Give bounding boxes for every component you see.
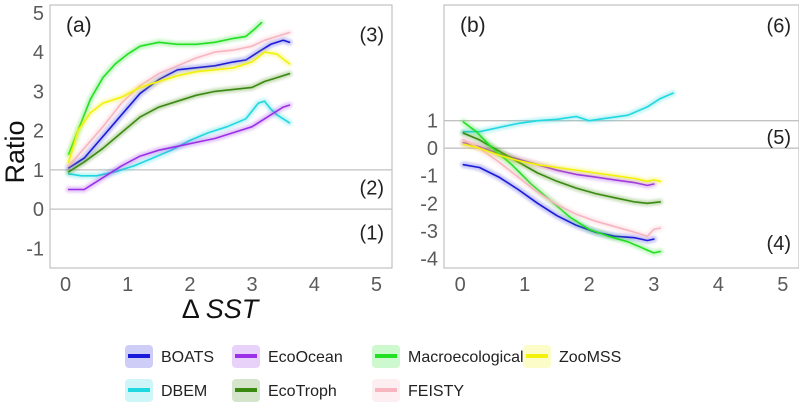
legend-item-zoomss: ZooMSS xyxy=(523,345,621,368)
x-tick-label: 5 xyxy=(371,274,382,296)
legend-item-feisty: FEISTY xyxy=(372,379,464,402)
x-tick-label: 4 xyxy=(713,274,724,296)
y-tick-label: 0 xyxy=(427,138,438,160)
panel-label: (b) xyxy=(460,14,486,37)
series-line-ecoocean xyxy=(67,104,291,191)
axis-labels: Ratio Δ SST xyxy=(0,120,261,324)
region-label: (6) xyxy=(767,16,791,38)
y-tick-label: 4 xyxy=(33,42,44,64)
x-tick-label: 4 xyxy=(309,274,320,296)
x-tick-label: 0 xyxy=(455,274,466,296)
region-label: (3) xyxy=(360,24,384,46)
series-line-boats xyxy=(462,163,655,242)
region-label: (1) xyxy=(360,223,384,245)
region-label: (2) xyxy=(360,178,384,200)
y-tick-label: -3 xyxy=(420,221,438,243)
series-line-ecotroph xyxy=(67,72,291,173)
x-tick-label: 5 xyxy=(777,274,788,296)
x-tick-label: 2 xyxy=(184,274,195,296)
region-label: (4) xyxy=(767,233,791,255)
x-axis-label: Δ SST xyxy=(182,294,261,324)
legend-item-ecotroph: EcoTroph xyxy=(232,379,337,402)
y-tick-label: -1 xyxy=(26,238,44,260)
legend-item-boats: BOATS xyxy=(125,345,214,368)
series-line-feisty xyxy=(67,31,291,167)
series-line-macroecological xyxy=(67,21,263,155)
series-line-zoomss xyxy=(462,143,662,183)
x-tick-label: 1 xyxy=(519,274,530,296)
y-tick-label: 5 xyxy=(33,3,44,25)
region-label: (5) xyxy=(767,127,791,149)
x-tick-label: 1 xyxy=(122,274,133,296)
y-tick-label: 0 xyxy=(33,199,44,221)
x-tick-label: 3 xyxy=(247,274,258,296)
series-line-feisty xyxy=(462,139,662,238)
series-line-boats xyxy=(67,39,291,169)
series-line-zoomss xyxy=(67,51,291,163)
legend-label: Macroecological xyxy=(408,349,524,366)
x-axis-label-var: SST xyxy=(206,294,261,324)
y-tick-label: -4 xyxy=(420,248,438,270)
legend-item-dbem: DBEM xyxy=(125,379,207,402)
legend-label: ZooMSS xyxy=(559,349,621,366)
legend-item-ecoocean: EcoOcean xyxy=(232,345,343,368)
x-tick-label: 2 xyxy=(584,274,595,296)
panel-a: 0 1 2 3 4 5 -1 0 1 2 3 4 5 (a) (3) (2) (1) xyxy=(26,3,393,296)
legend-label: DBEM xyxy=(161,383,207,400)
y-tick-label: 1 xyxy=(427,111,438,133)
legend-label: EcoTroph xyxy=(268,383,337,400)
y-tick-label: 1 xyxy=(33,160,44,182)
panel-b: 0 1 2 3 4 5 -4 -3 -2 -1 0 1 (b) (6) (5) (4) xyxy=(420,4,799,296)
y-tick-label: 2 xyxy=(33,121,44,143)
x-tick-label: 0 xyxy=(60,274,71,296)
y-tick-label: -2 xyxy=(420,193,438,215)
plot-area xyxy=(443,4,799,269)
y-axis-label: Ratio xyxy=(0,120,30,183)
legend-label: EcoOcean xyxy=(268,349,343,366)
x-tick-label: 3 xyxy=(648,274,659,296)
y-tick-label: -1 xyxy=(420,166,438,188)
panel-label: (a) xyxy=(66,14,92,37)
series-line-dbem xyxy=(462,92,674,133)
legend: BOATS EcoOcean Macroecological ZooMSS DBEM Ec… xyxy=(125,345,621,402)
legend-label: FEISTY xyxy=(408,383,464,400)
legend-item-macroecological: Macroecological xyxy=(372,345,524,368)
x-axis-label-prefix: Δ xyxy=(182,294,200,324)
y-tick-label: 3 xyxy=(33,81,44,103)
legend-label: BOATS xyxy=(161,349,214,366)
